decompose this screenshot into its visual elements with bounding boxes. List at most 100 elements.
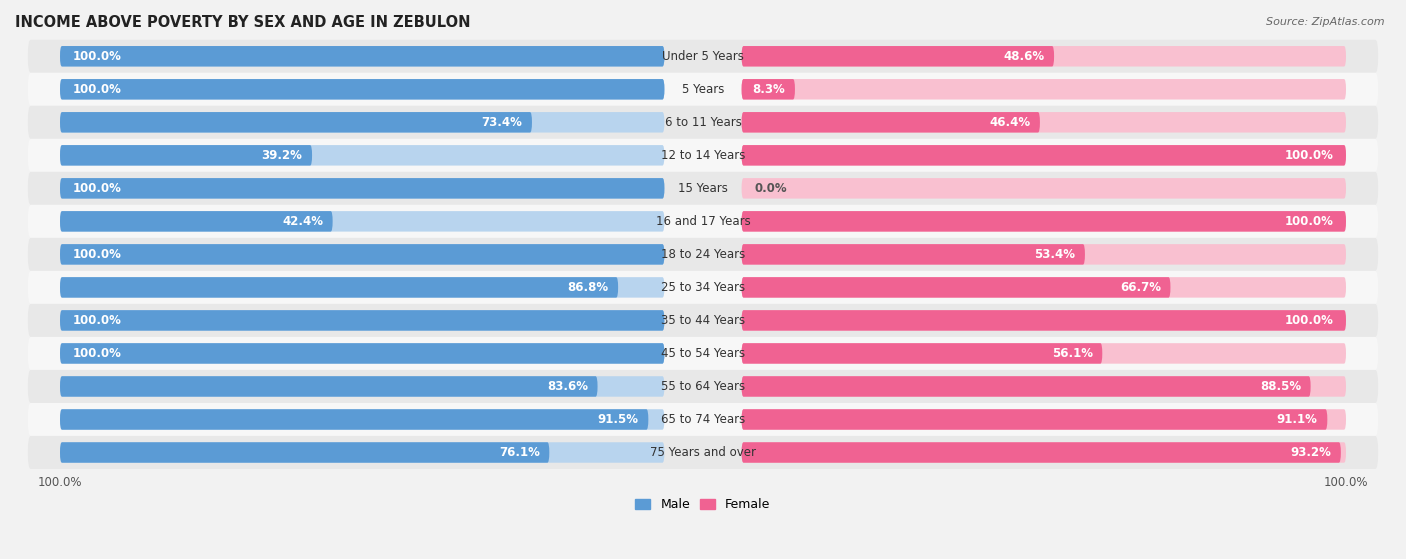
Text: 91.1%: 91.1%	[1277, 413, 1317, 426]
Text: 75 Years and over: 75 Years and over	[650, 446, 756, 459]
FancyBboxPatch shape	[741, 376, 1310, 397]
Text: 56.1%: 56.1%	[1052, 347, 1092, 360]
Legend: Male, Female: Male, Female	[630, 493, 776, 517]
FancyBboxPatch shape	[28, 172, 1378, 205]
Text: 55 to 64 Years: 55 to 64 Years	[661, 380, 745, 393]
FancyBboxPatch shape	[741, 244, 1085, 264]
FancyBboxPatch shape	[28, 238, 1378, 271]
FancyBboxPatch shape	[28, 40, 1378, 73]
Text: 93.2%: 93.2%	[1291, 446, 1331, 459]
FancyBboxPatch shape	[741, 310, 1346, 331]
Text: 39.2%: 39.2%	[262, 149, 302, 162]
Text: 100.0%: 100.0%	[1284, 314, 1333, 327]
Text: 16 and 17 Years: 16 and 17 Years	[655, 215, 751, 228]
FancyBboxPatch shape	[741, 442, 1346, 463]
FancyBboxPatch shape	[60, 277, 619, 297]
FancyBboxPatch shape	[741, 277, 1170, 297]
Text: 66.7%: 66.7%	[1119, 281, 1161, 294]
FancyBboxPatch shape	[60, 178, 665, 198]
Text: 100.0%: 100.0%	[73, 83, 122, 96]
FancyBboxPatch shape	[60, 244, 665, 264]
FancyBboxPatch shape	[28, 139, 1378, 172]
FancyBboxPatch shape	[60, 442, 550, 463]
Text: 18 to 24 Years: 18 to 24 Years	[661, 248, 745, 261]
FancyBboxPatch shape	[60, 409, 665, 430]
FancyBboxPatch shape	[60, 178, 665, 198]
Text: 100.0%: 100.0%	[73, 182, 122, 195]
Text: 76.1%: 76.1%	[499, 446, 540, 459]
Text: 45 to 54 Years: 45 to 54 Years	[661, 347, 745, 360]
Text: 6 to 11 Years: 6 to 11 Years	[665, 116, 741, 129]
FancyBboxPatch shape	[28, 106, 1378, 139]
FancyBboxPatch shape	[741, 79, 1346, 100]
FancyBboxPatch shape	[741, 112, 1040, 132]
FancyBboxPatch shape	[60, 376, 665, 397]
FancyBboxPatch shape	[741, 112, 1346, 132]
FancyBboxPatch shape	[60, 409, 648, 430]
Text: INCOME ABOVE POVERTY BY SEX AND AGE IN ZEBULON: INCOME ABOVE POVERTY BY SEX AND AGE IN Z…	[15, 15, 471, 30]
FancyBboxPatch shape	[741, 79, 794, 100]
FancyBboxPatch shape	[28, 436, 1378, 469]
FancyBboxPatch shape	[741, 145, 1346, 165]
FancyBboxPatch shape	[60, 46, 665, 67]
Text: 100.0%: 100.0%	[73, 248, 122, 261]
FancyBboxPatch shape	[741, 145, 1346, 165]
Text: 86.8%: 86.8%	[568, 281, 609, 294]
Text: 100.0%: 100.0%	[73, 50, 122, 63]
FancyBboxPatch shape	[60, 343, 665, 364]
Text: 88.5%: 88.5%	[1260, 380, 1301, 393]
FancyBboxPatch shape	[60, 79, 665, 100]
FancyBboxPatch shape	[741, 277, 1346, 297]
FancyBboxPatch shape	[60, 46, 665, 67]
Text: Under 5 Years: Under 5 Years	[662, 50, 744, 63]
FancyBboxPatch shape	[60, 310, 665, 331]
Text: 12 to 14 Years: 12 to 14 Years	[661, 149, 745, 162]
FancyBboxPatch shape	[28, 337, 1378, 370]
FancyBboxPatch shape	[28, 205, 1378, 238]
FancyBboxPatch shape	[741, 442, 1341, 463]
FancyBboxPatch shape	[741, 178, 1346, 198]
FancyBboxPatch shape	[60, 442, 665, 463]
FancyBboxPatch shape	[28, 73, 1378, 106]
FancyBboxPatch shape	[741, 409, 1327, 430]
FancyBboxPatch shape	[60, 211, 333, 231]
Text: 100.0%: 100.0%	[73, 347, 122, 360]
Text: 65 to 74 Years: 65 to 74 Years	[661, 413, 745, 426]
FancyBboxPatch shape	[741, 343, 1102, 364]
FancyBboxPatch shape	[741, 211, 1346, 231]
Text: 42.4%: 42.4%	[283, 215, 323, 228]
FancyBboxPatch shape	[741, 46, 1054, 67]
Text: 0.0%: 0.0%	[755, 182, 787, 195]
FancyBboxPatch shape	[60, 343, 665, 364]
Text: 100.0%: 100.0%	[1284, 149, 1333, 162]
FancyBboxPatch shape	[28, 304, 1378, 337]
FancyBboxPatch shape	[60, 145, 312, 165]
FancyBboxPatch shape	[60, 112, 531, 132]
Text: 83.6%: 83.6%	[547, 380, 588, 393]
FancyBboxPatch shape	[741, 376, 1346, 397]
Text: 5 Years: 5 Years	[682, 83, 724, 96]
Text: 46.4%: 46.4%	[990, 116, 1031, 129]
FancyBboxPatch shape	[60, 244, 665, 264]
FancyBboxPatch shape	[60, 79, 665, 100]
Text: 53.4%: 53.4%	[1035, 248, 1076, 261]
FancyBboxPatch shape	[741, 310, 1346, 331]
FancyBboxPatch shape	[60, 310, 665, 331]
FancyBboxPatch shape	[28, 271, 1378, 304]
FancyBboxPatch shape	[741, 343, 1346, 364]
FancyBboxPatch shape	[60, 145, 665, 165]
Text: Source: ZipAtlas.com: Source: ZipAtlas.com	[1267, 17, 1385, 27]
Text: 73.4%: 73.4%	[481, 116, 522, 129]
Text: 15 Years: 15 Years	[678, 182, 728, 195]
Text: 8.3%: 8.3%	[752, 83, 786, 96]
Text: 100.0%: 100.0%	[1284, 215, 1333, 228]
FancyBboxPatch shape	[60, 112, 665, 132]
FancyBboxPatch shape	[741, 409, 1346, 430]
FancyBboxPatch shape	[60, 277, 665, 297]
FancyBboxPatch shape	[60, 376, 598, 397]
FancyBboxPatch shape	[741, 46, 1346, 67]
Text: 100.0%: 100.0%	[73, 314, 122, 327]
Text: 35 to 44 Years: 35 to 44 Years	[661, 314, 745, 327]
Text: 91.5%: 91.5%	[598, 413, 638, 426]
Text: 25 to 34 Years: 25 to 34 Years	[661, 281, 745, 294]
